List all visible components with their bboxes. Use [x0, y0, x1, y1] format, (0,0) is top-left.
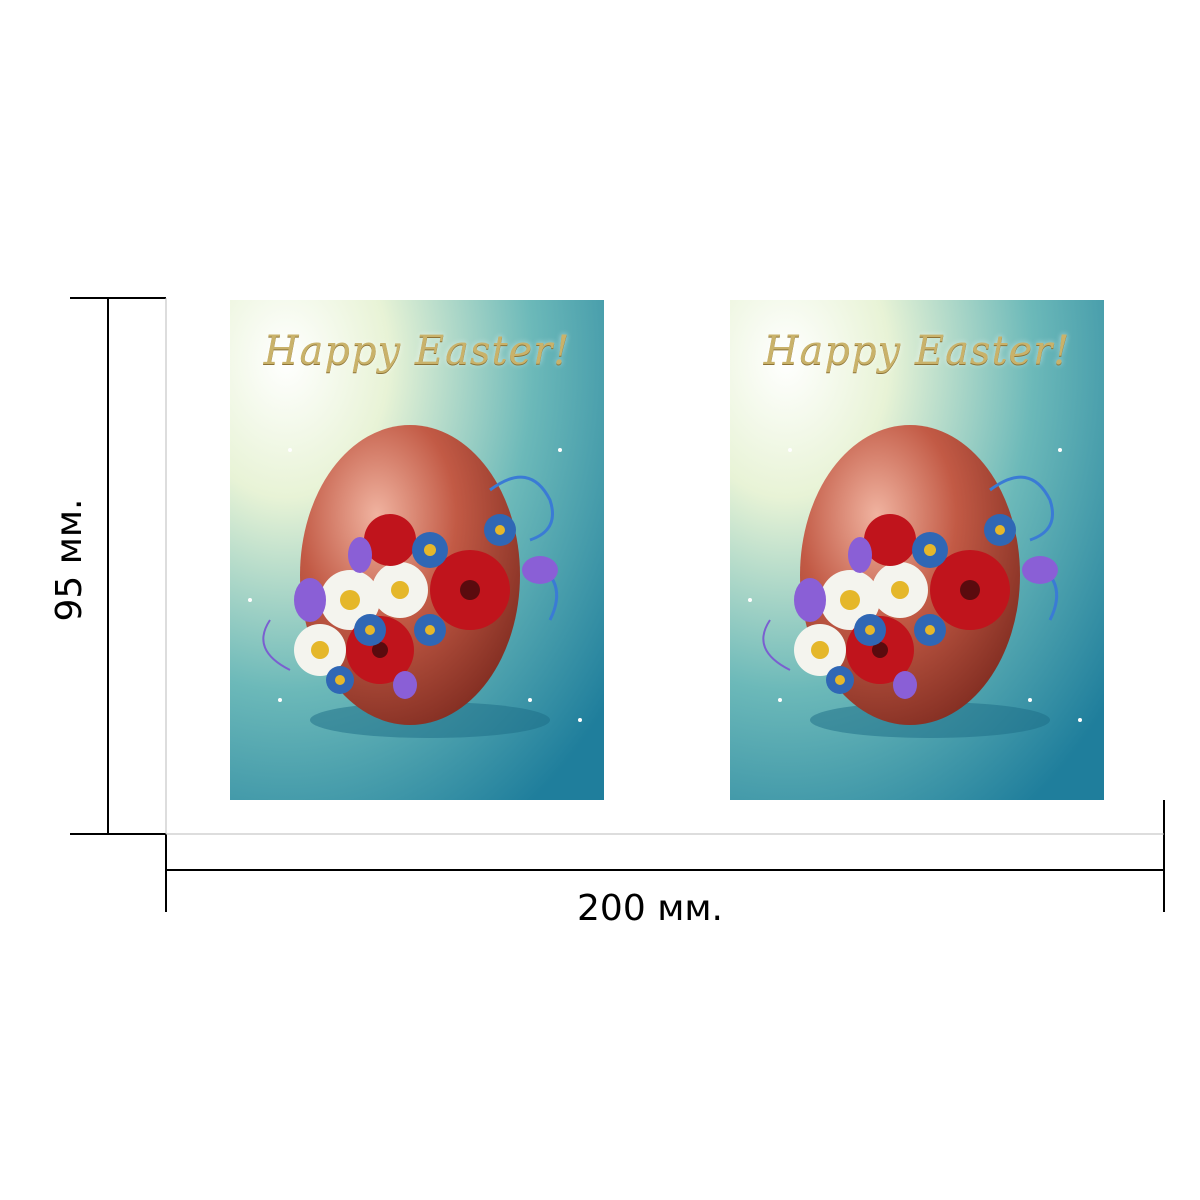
easter-card-right: Happy Easter!: [730, 300, 1104, 800]
width-label: 200 мм.: [577, 888, 723, 929]
height-label: 95 мм.: [49, 498, 90, 622]
card-title: Happy Easter!: [263, 328, 571, 374]
easter-card-left: Happy Easter!: [230, 300, 604, 800]
easter-egg-illustration: [730, 300, 1104, 800]
easter-egg-illustration: [230, 300, 604, 800]
card-title: Happy Easter!: [763, 328, 1071, 374]
